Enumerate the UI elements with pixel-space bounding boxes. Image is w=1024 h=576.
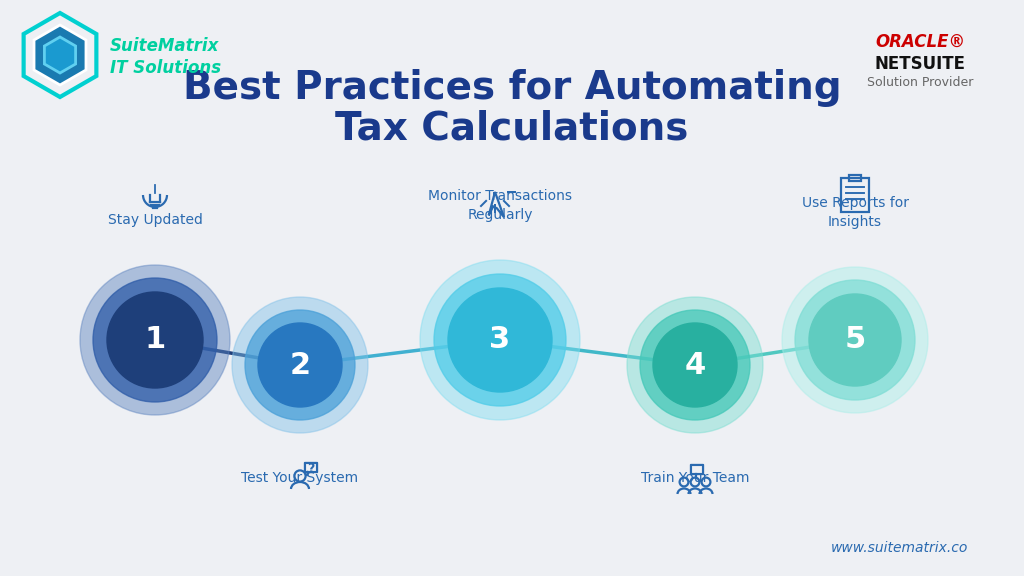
Circle shape [782, 267, 928, 413]
Circle shape [93, 278, 217, 402]
Circle shape [258, 323, 342, 407]
Text: www.suitematrix.co: www.suitematrix.co [831, 541, 969, 555]
Polygon shape [34, 25, 86, 85]
Circle shape [653, 323, 737, 407]
Circle shape [245, 310, 355, 420]
Text: 4: 4 [684, 351, 706, 380]
Text: Test Your System: Test Your System [242, 471, 358, 485]
Text: Monitor Transactions
Regularly: Monitor Transactions Regularly [428, 188, 572, 222]
Text: 1: 1 [144, 325, 166, 354]
Text: Train Your Team: Train Your Team [641, 471, 750, 485]
Text: NETSUITE: NETSUITE [874, 55, 966, 73]
Text: 5: 5 [845, 325, 865, 354]
Circle shape [640, 310, 750, 420]
Text: 3: 3 [489, 325, 511, 354]
Text: Solution Provider: Solution Provider [866, 77, 973, 89]
Text: 2: 2 [290, 351, 310, 380]
Circle shape [106, 292, 203, 388]
Text: ?: ? [307, 461, 314, 475]
Circle shape [809, 294, 901, 386]
Circle shape [80, 265, 230, 415]
Circle shape [420, 260, 580, 420]
Circle shape [449, 288, 552, 392]
Circle shape [232, 297, 368, 433]
Text: ORACLE®: ORACLE® [874, 33, 965, 51]
Circle shape [795, 280, 915, 400]
Text: Best Practices for Automating: Best Practices for Automating [182, 69, 842, 107]
Polygon shape [44, 37, 76, 73]
Text: Stay Updated: Stay Updated [108, 213, 203, 227]
Circle shape [434, 274, 566, 406]
Text: IT Solutions: IT Solutions [110, 59, 221, 77]
Text: SuiteMatrix: SuiteMatrix [110, 37, 219, 55]
Text: Tax Calculations: Tax Calculations [335, 109, 689, 147]
Circle shape [627, 297, 763, 433]
Text: Use Reports for
Insights: Use Reports for Insights [802, 195, 908, 229]
